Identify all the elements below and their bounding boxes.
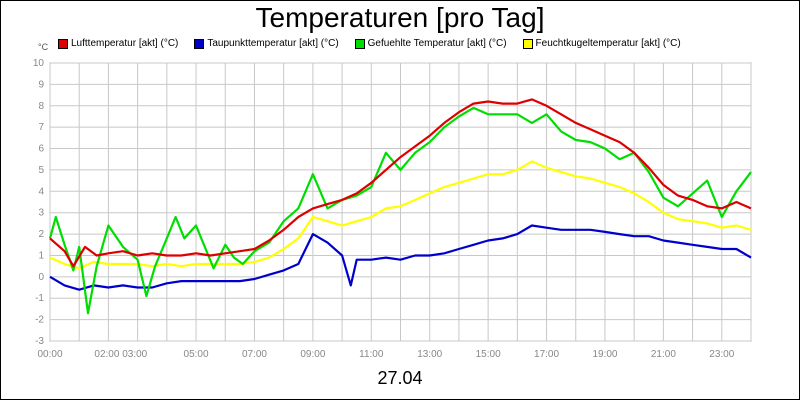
x-tick-label: 17:00: [534, 349, 559, 360]
legend-swatch-blue: [194, 38, 205, 49]
legend-item-feuchtkugeltemperatur: Feuchtkugeltemperatur [akt] (°C): [522, 38, 681, 49]
x-tick-label: 11:00: [359, 349, 384, 360]
y-tick-label: 9: [38, 79, 44, 90]
legend-swatch-yellow: [522, 38, 533, 49]
legend-swatch-red: [58, 38, 68, 49]
legend-label: Feuchtkugeltemperatur [akt] (°C): [535, 38, 681, 49]
chart-title: Temperaturen [pro Tag]: [255, 2, 545, 33]
chart-legend: Lufttemperatur [akt] (°C) Taupunkttemper…: [58, 38, 697, 49]
y-tick-label: 8: [38, 101, 44, 112]
x-tick-label: 19:00: [592, 349, 617, 360]
legend-label: Taupunkttemperatur [akt] (°C): [207, 38, 339, 49]
x-tick-label: 02:00 03:00: [94, 349, 147, 360]
y-tick-label: 3: [38, 208, 44, 219]
y-tick-label: 4: [38, 186, 44, 197]
y-axis-unit: °C: [38, 42, 49, 52]
legend-item-lufttemperatur: Lufttemperatur [akt] (°C): [58, 38, 178, 49]
legend-label: Lufttemperatur [akt] (°C): [71, 38, 179, 49]
legend-item-taupunkttemperatur: Taupunkttemperatur [akt] (°C): [194, 38, 339, 49]
x-tick-label: 23:00: [709, 349, 734, 360]
x-tick-label: 15:00: [476, 349, 501, 360]
series-line-0: [49, 98, 752, 268]
y-tick-label: 6: [38, 144, 44, 155]
date-label: 27.04: [377, 368, 423, 388]
legend-label: Gefuehlte Temperatur [akt] (°C): [367, 38, 507, 49]
y-tick-label: -2: [35, 315, 44, 326]
y-tick-label: -1: [35, 293, 44, 304]
x-tick-label: 05:00: [184, 349, 209, 360]
legend-swatch-green: [354, 38, 365, 49]
y-tick-label: 10: [33, 58, 45, 69]
legend-item-gefuehlte-temperatur: Gefuehlte Temperatur [akt] (°C): [354, 38, 507, 49]
series-line-1: [49, 224, 752, 291]
x-tick-label: 09:00: [300, 349, 325, 360]
x-tick-label: 21:00: [651, 349, 676, 360]
y-tick-label: 2: [38, 229, 44, 240]
series-line-3: [49, 160, 752, 270]
x-tick-label: 13:00: [417, 349, 442, 360]
y-tick-label: 0: [38, 272, 44, 283]
y-tick-label: 5: [38, 165, 44, 176]
y-tick-label: -3: [35, 336, 44, 347]
y-tick-label: 1: [38, 250, 44, 261]
x-tick-label: 00:00: [37, 349, 62, 360]
x-tick-label: 07:00: [242, 349, 267, 360]
y-tick-label: 7: [38, 122, 44, 133]
